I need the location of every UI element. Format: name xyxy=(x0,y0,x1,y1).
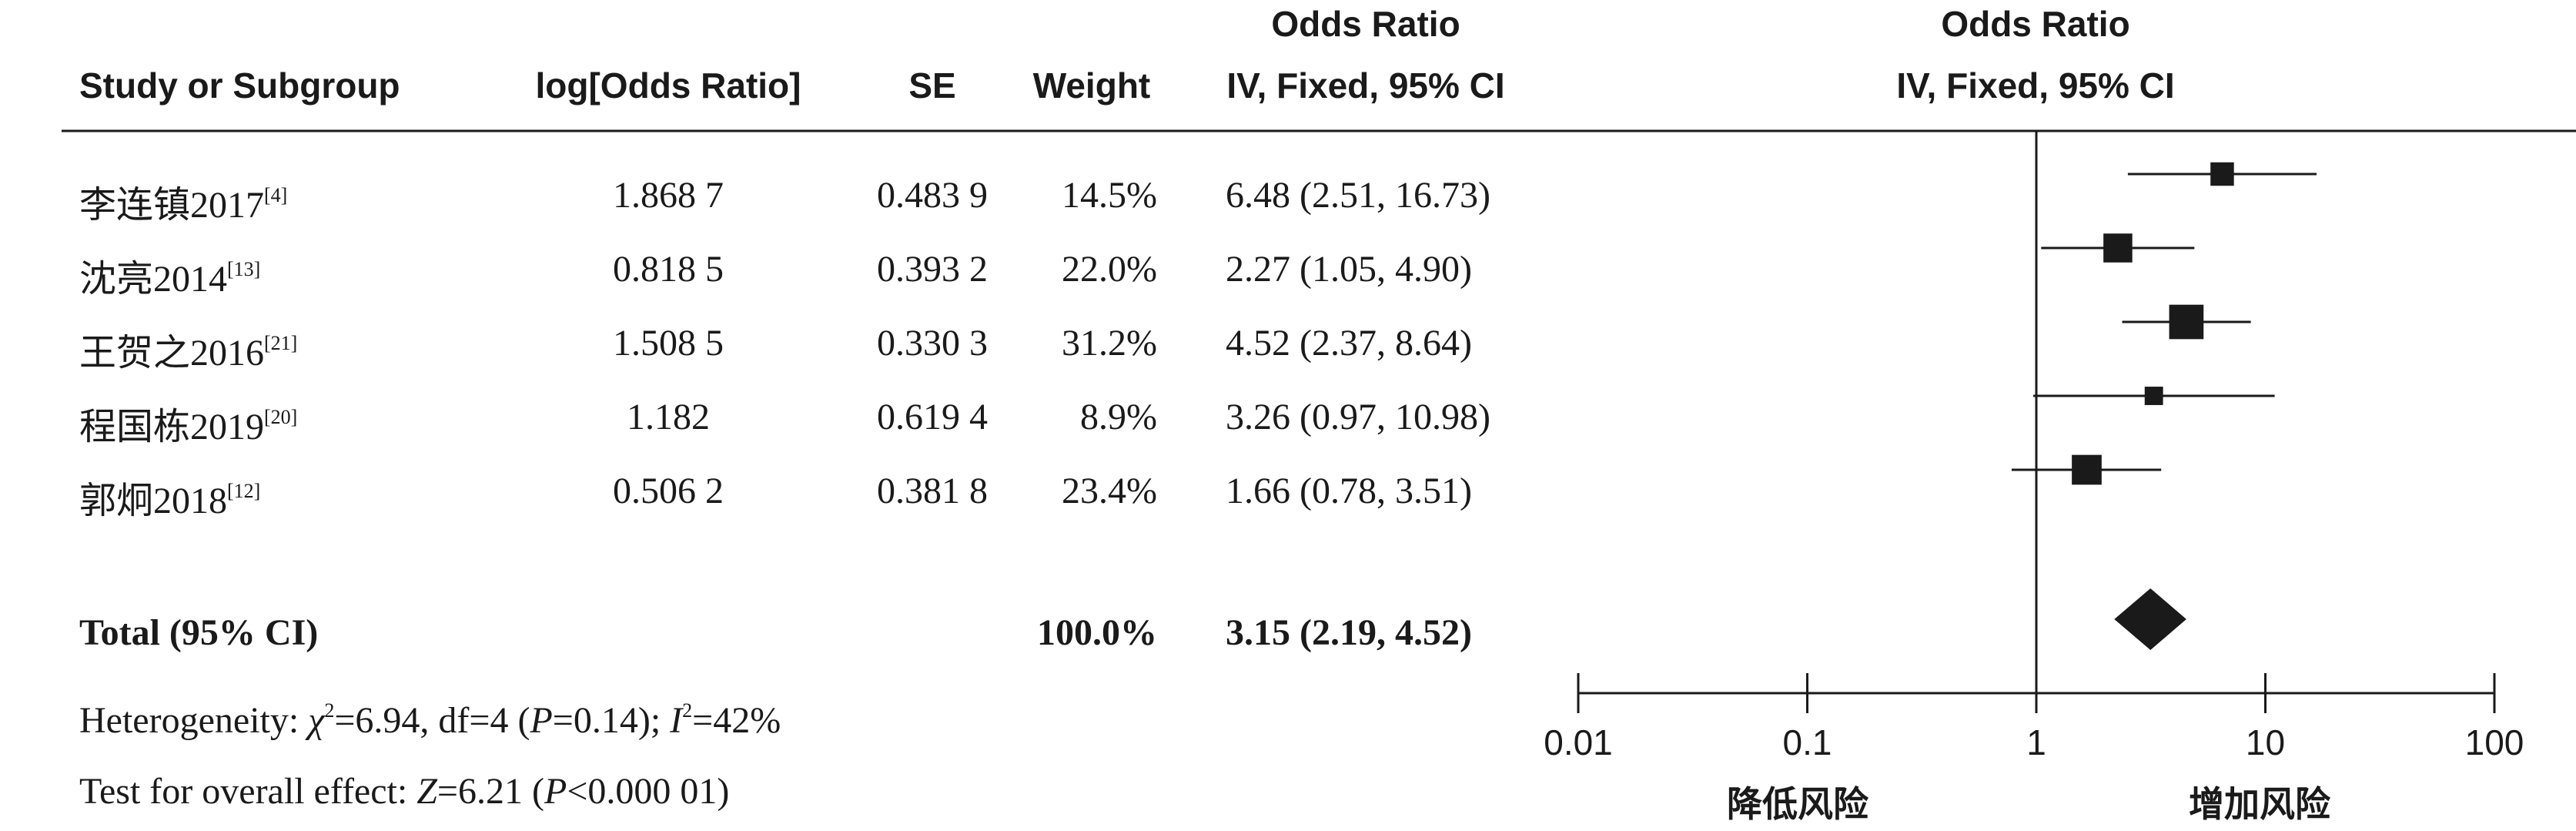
study-name: 沈亮2014[13] xyxy=(79,258,261,300)
study-ci: 2.27 (1.05, 4.90) xyxy=(1226,249,1472,290)
study-ref: [20] xyxy=(264,406,298,428)
point-estimate-square xyxy=(2210,162,2234,186)
total-ci: 3.15 (2.19, 4.52) xyxy=(1226,612,1472,653)
header-log-or: log[Odds Ratio] xyxy=(535,65,801,106)
overall-effect-text: Test for overall effect: Z=6.21 (P<0.000… xyxy=(79,771,730,812)
study-se: 0.483 9 xyxy=(877,175,988,216)
study-ci: 4.52 (2.37, 8.64) xyxy=(1226,323,1472,364)
left-direction-label: 降低风险 xyxy=(1727,783,1869,825)
total-label: Total (95% CI) xyxy=(79,612,319,653)
study-se: 0.330 3 xyxy=(877,323,988,364)
study-se: 0.381 8 xyxy=(877,471,988,511)
header-se: SE xyxy=(908,65,956,106)
x-tick-label: 100 xyxy=(2465,722,2524,762)
study-name: 王贺之2016[21] xyxy=(79,332,298,374)
study-name: 李连镇2017[4] xyxy=(79,184,288,226)
study-log-or: 0.506 2 xyxy=(613,471,724,511)
header-or-line1: Odds Ratio xyxy=(1271,4,1460,44)
study-ref: [4] xyxy=(264,184,288,206)
header-or-line2: IV, Fixed, 95% CI xyxy=(1226,65,1505,106)
point-estimate-square xyxy=(2103,233,2133,263)
study-weight: 23.4% xyxy=(1062,471,1157,511)
study-name: 郭炯2018[12] xyxy=(79,480,261,521)
study-weight: 8.9% xyxy=(1080,397,1157,437)
study-weight: 22.0% xyxy=(1062,249,1157,290)
study-se: 0.619 4 xyxy=(877,397,988,437)
header-plot-line1: Odds Ratio xyxy=(1941,4,2130,44)
header-plot-line2: IV, Fixed, 95% CI xyxy=(1896,65,2175,106)
x-tick-label: 0.01 xyxy=(1544,722,1613,762)
x-tick-label: 10 xyxy=(2246,722,2285,762)
point-estimate-square xyxy=(2169,304,2204,340)
study-log-or: 1.182 xyxy=(627,397,710,437)
point-estimate-square xyxy=(2144,387,2163,405)
study-se: 0.393 2 xyxy=(877,249,988,290)
study-ref: [21] xyxy=(264,332,298,354)
header-study: Study or Subgroup xyxy=(79,65,400,106)
study-ref: [13] xyxy=(227,258,261,280)
header-weight: Weight xyxy=(1032,65,1151,106)
study-ci: 1.66 (0.78, 3.51) xyxy=(1226,471,1472,511)
study-ref: [12] xyxy=(227,480,261,502)
right-direction-label: 增加风险 xyxy=(2189,783,2331,825)
study-ci: 3.26 (0.97, 10.98) xyxy=(1226,397,1490,437)
pooled-diamond xyxy=(2114,588,2186,650)
study-name: 程国栋2019[20] xyxy=(79,406,298,447)
study-log-or: 0.818 5 xyxy=(613,249,724,290)
study-log-or: 1.508 5 xyxy=(613,323,724,364)
study-log-or: 1.868 7 xyxy=(613,175,724,216)
x-tick-label: 1 xyxy=(2026,722,2046,762)
study-weight: 31.2% xyxy=(1062,323,1157,364)
x-tick-label: 0.1 xyxy=(1783,722,1832,762)
heterogeneity-text: Heterogeneity: χ2=6.94, df=4 (P=0.14); I… xyxy=(79,699,781,741)
total-weight: 100.0% xyxy=(1037,612,1157,653)
study-weight: 14.5% xyxy=(1062,175,1157,216)
study-ci: 6.48 (2.51, 16.73) xyxy=(1226,175,1490,216)
point-estimate-square xyxy=(2072,454,2102,485)
